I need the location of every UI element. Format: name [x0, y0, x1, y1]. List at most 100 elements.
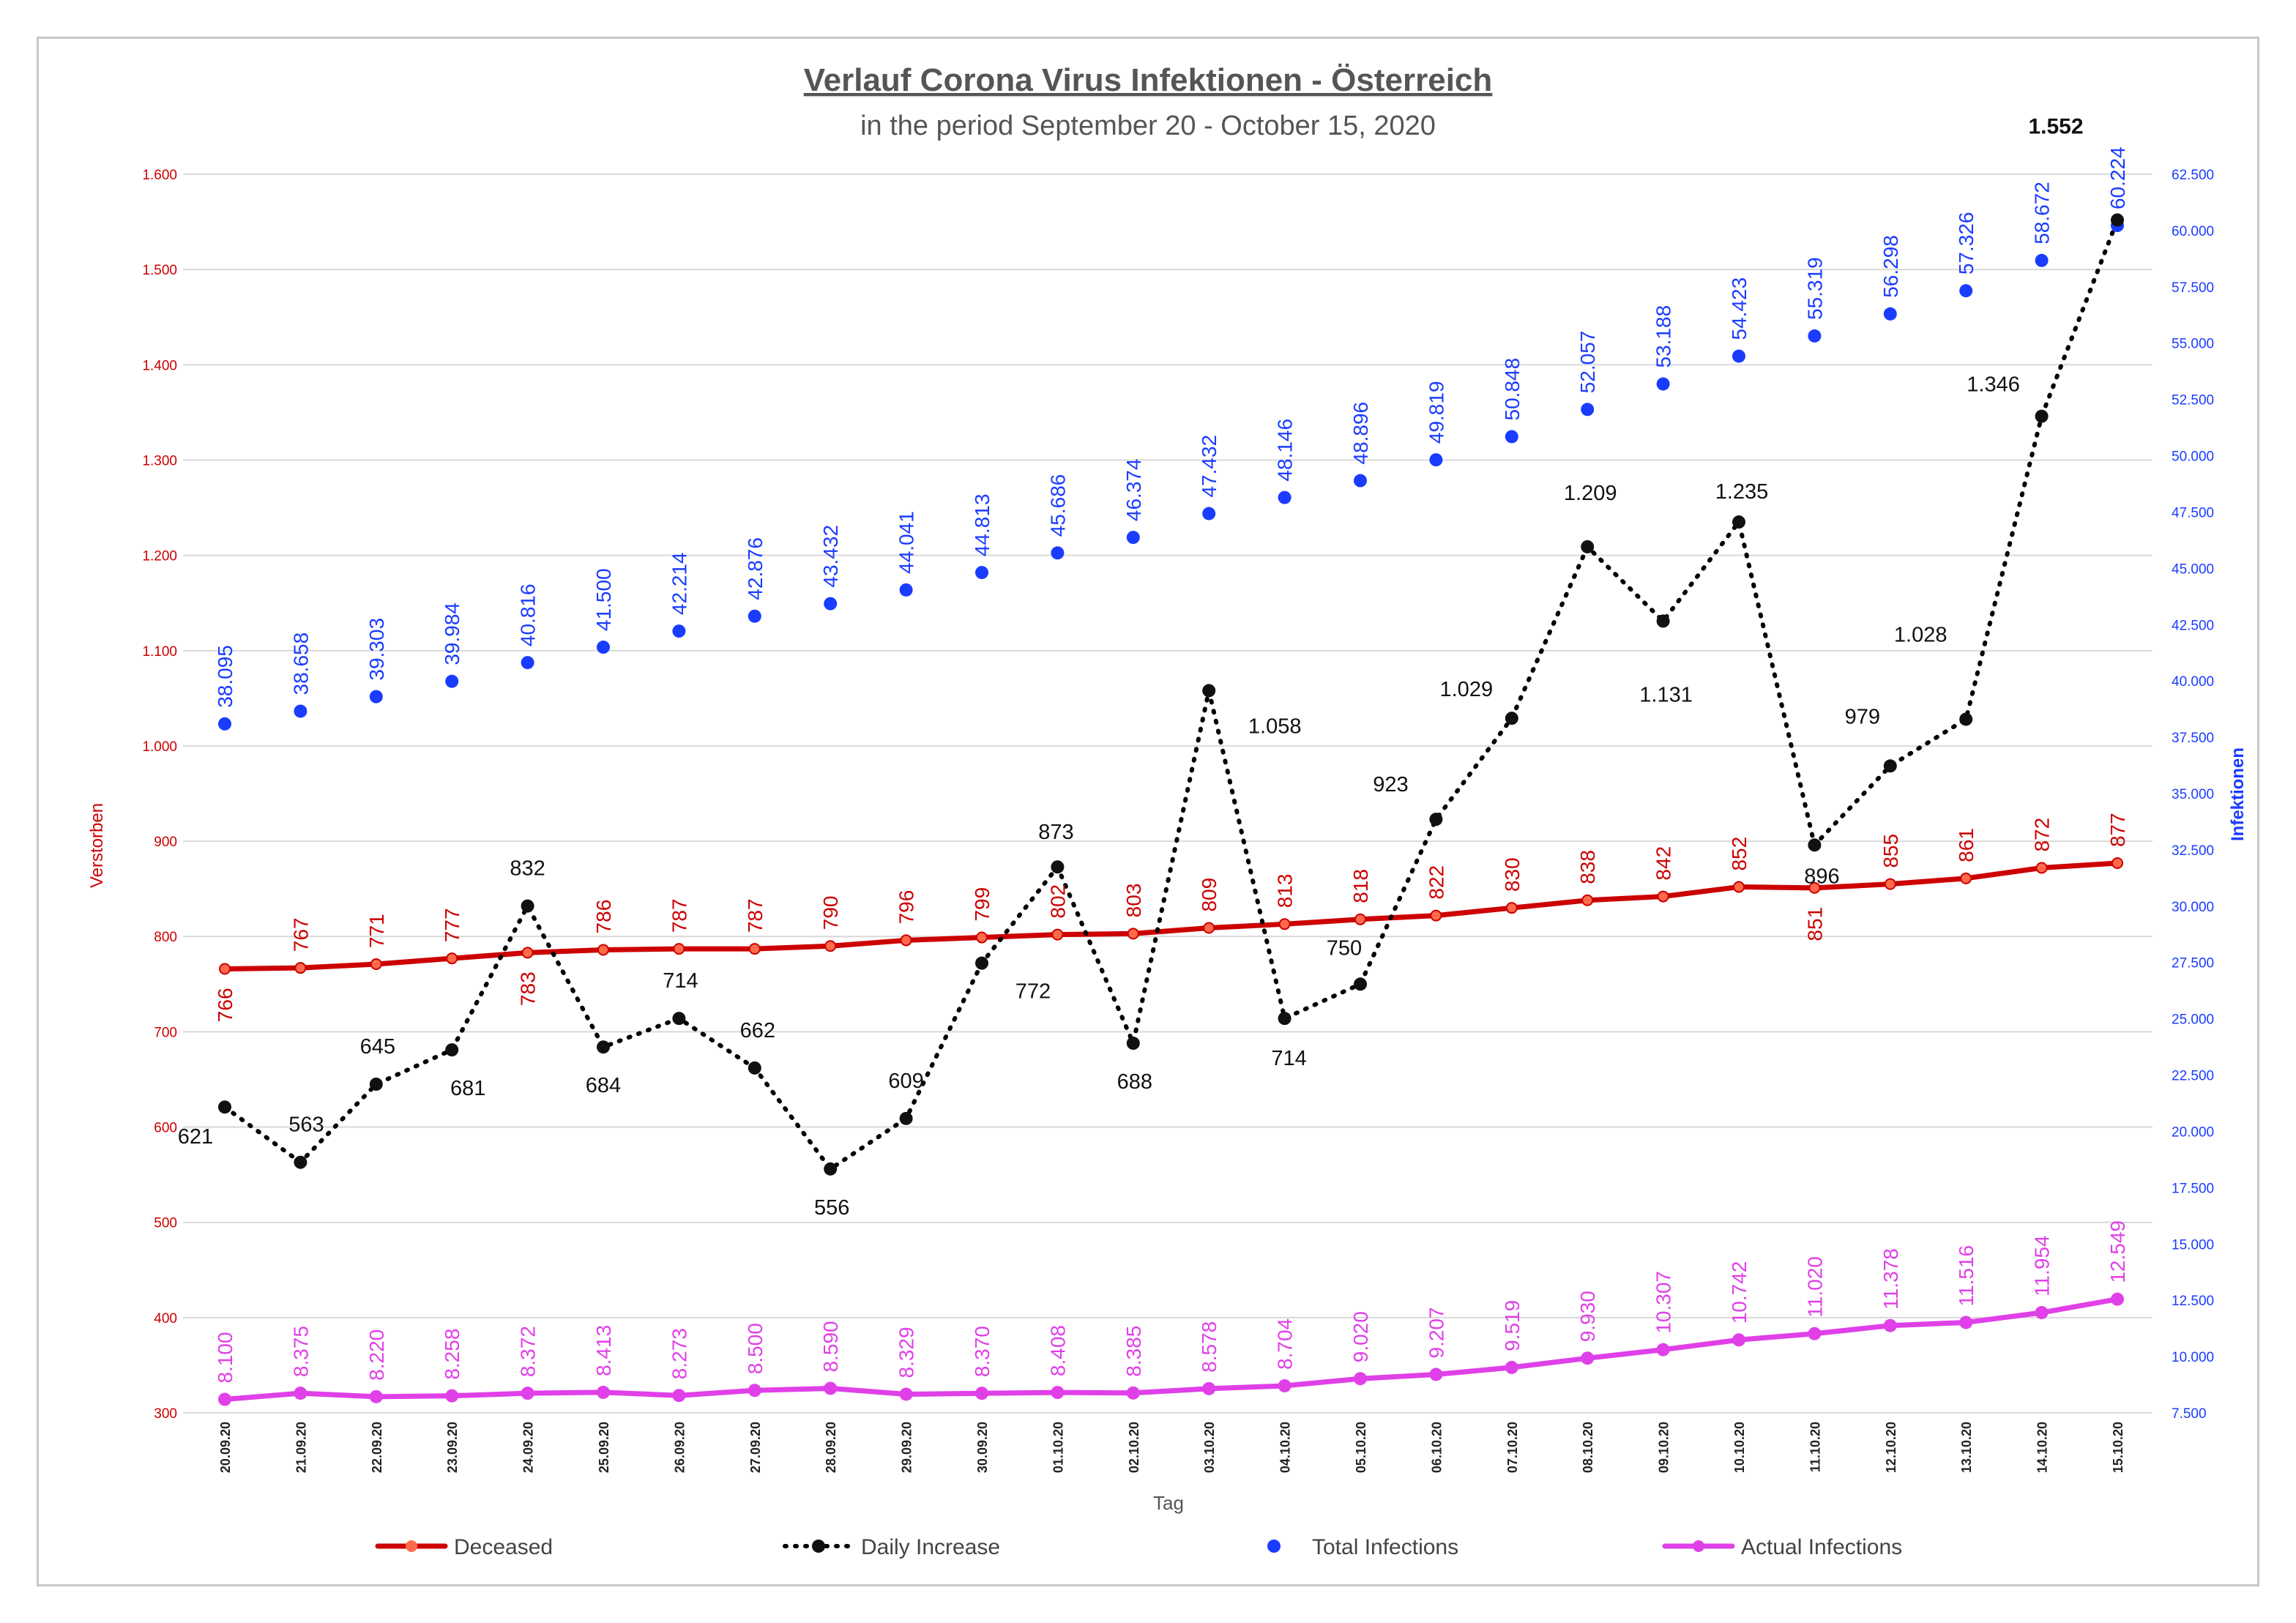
x-tick-label: 15.10.20	[2111, 1422, 2125, 1473]
point-actual-infections	[445, 1389, 459, 1403]
data-label-actual-infections: 11.954	[2031, 1235, 2054, 1296]
point-deceased	[976, 931, 988, 944]
y-tick-left: 1.500	[142, 263, 177, 278]
data-label-actual-infections: 8.704	[1274, 1318, 1297, 1370]
x-tick-label: 12.10.20	[1884, 1422, 1898, 1473]
point-deceased	[2112, 857, 2123, 870]
data-label-daily-increase: 873	[1038, 821, 1073, 844]
point-daily-increase	[975, 956, 988, 970]
data-label-deceased: 783	[517, 971, 540, 1006]
data-label-daily-increase: 662	[740, 1019, 775, 1042]
data-label-actual-infections: 11.378	[1879, 1248, 1902, 1310]
data-label-deceased: 777	[441, 908, 463, 942]
data-label-total-infections: 55.319	[1803, 257, 1826, 320]
data-label-actual-infections: 8.370	[971, 1326, 994, 1377]
point-deceased	[1430, 909, 1442, 922]
data-label-daily-increase: 1.058	[1248, 715, 1302, 738]
point-daily-increase	[218, 1100, 231, 1114]
point-deceased	[521, 947, 534, 959]
y-tick-left: 1.100	[142, 644, 177, 660]
data-label-deceased: 796	[895, 890, 918, 925]
data-label-daily-increase: 1.029	[1440, 678, 1494, 701]
data-label-deceased: 786	[592, 900, 615, 934]
point-total-infections	[1202, 507, 1216, 521]
x-tick-label: 28.09.20	[824, 1422, 838, 1473]
point-actual-infections	[2111, 1292, 2124, 1306]
y-tick-right: 7.500	[2172, 1406, 2207, 1422]
point-deceased	[1733, 881, 1745, 893]
data-label-deceased: 803	[1122, 884, 1145, 918]
point-deceased	[1354, 913, 1366, 925]
data-label-total-infections: 58.672	[2031, 182, 2054, 245]
x-tick-label: 26.09.20	[672, 1422, 687, 1473]
point-actual-infections	[1732, 1333, 1745, 1347]
y-tick-right: 50.000	[2172, 449, 2214, 465]
x-tick-label: 23.09.20	[445, 1422, 460, 1473]
data-label-actual-infections: 8.408	[1046, 1325, 1069, 1376]
point-daily-increase	[748, 1061, 761, 1075]
data-label-total-infections: 43.432	[819, 525, 842, 588]
point-deceased	[1808, 881, 1821, 894]
point-deceased	[1203, 922, 1215, 934]
data-label-actual-infections: 12.549	[2106, 1220, 2129, 1283]
point-actual-infections	[1656, 1343, 1670, 1357]
y-axis-right-label: Infektionen	[2228, 747, 2248, 841]
point-daily-increase	[2111, 213, 2124, 227]
y-tick-right: 12.500	[2172, 1294, 2214, 1309]
y-tick-right: 47.500	[2172, 505, 2214, 521]
x-tick-label: 11.10.20	[1808, 1422, 1822, 1472]
x-tick-label: 05.10.20	[1354, 1422, 1368, 1473]
legend-swatch-marker	[1693, 1540, 1704, 1552]
data-label-daily-increase: 1.235	[1715, 480, 1769, 504]
data-label-deceased: 851	[1803, 907, 1826, 941]
y-tick-right: 15.000	[2172, 1237, 2214, 1253]
series-line-daily-increase	[223, 217, 2120, 1172]
point-total-infections	[218, 717, 231, 731]
x-tick-label: 13.10.20	[1959, 1422, 1974, 1473]
point-actual-infections	[1959, 1316, 1973, 1329]
data-label-deceased: 830	[1501, 857, 1524, 892]
x-tick-label: 07.10.20	[1505, 1422, 1520, 1473]
data-label-actual-infections: 10.742	[1728, 1261, 1751, 1324]
point-total-infections	[975, 566, 988, 580]
y-tick-left: 600	[154, 1121, 177, 1136]
data-label-deceased: 855	[1879, 834, 1902, 868]
point-total-infections	[1656, 377, 1670, 391]
point-daily-increase	[294, 1155, 308, 1169]
y-tick-left: 1.200	[142, 549, 177, 564]
x-tick-label: 25.09.20	[597, 1422, 611, 1473]
data-label-total-infections: 60.224	[2106, 146, 2129, 209]
point-daily-increase	[1429, 813, 1443, 827]
x-tick-label: 14.10.20	[2035, 1422, 2050, 1473]
point-actual-infections	[1126, 1386, 1140, 1400]
point-deceased	[370, 958, 382, 970]
point-total-infections	[1505, 430, 1518, 444]
data-label-deceased: 809	[1198, 878, 1220, 912]
data-label-actual-infections: 8.500	[744, 1323, 767, 1374]
data-label-actual-infections: 8.372	[517, 1326, 540, 1377]
data-label-total-infections: 57.326	[1955, 212, 1978, 275]
point-total-infections	[1732, 349, 1745, 363]
data-label-total-infections: 38.658	[289, 633, 312, 695]
y-tick-right: 62.500	[2172, 168, 2214, 183]
data-label-actual-infections: 9.020	[1349, 1311, 1372, 1362]
data-label-daily-increase: 1.028	[1894, 623, 1947, 646]
y-tick-right: 35.000	[2172, 787, 2214, 802]
x-tick-label: 22.09.20	[370, 1422, 384, 1473]
data-label-daily-increase: 556	[814, 1196, 849, 1220]
point-deceased	[1960, 872, 1972, 884]
point-actual-infections	[2035, 1305, 2049, 1319]
data-label-deceased: 787	[744, 898, 767, 933]
data-label-actual-infections: 11.516	[1955, 1245, 1978, 1307]
x-tick-label: 29.09.20	[900, 1422, 914, 1473]
point-deceased	[294, 962, 307, 974]
data-label-daily-increase: 750	[1327, 936, 1362, 960]
data-label-deceased: 790	[819, 896, 842, 930]
data-label-deceased: 799	[971, 887, 994, 922]
data-label-actual-infections: 8.329	[895, 1327, 918, 1378]
data-label-total-infections: 49.819	[1425, 381, 1447, 444]
data-label-actual-infections: 9.207	[1425, 1307, 1447, 1358]
data-label-deceased: 813	[1274, 874, 1297, 908]
point-actual-infections	[1581, 1351, 1595, 1365]
data-label-deceased: 861	[1955, 828, 1978, 862]
